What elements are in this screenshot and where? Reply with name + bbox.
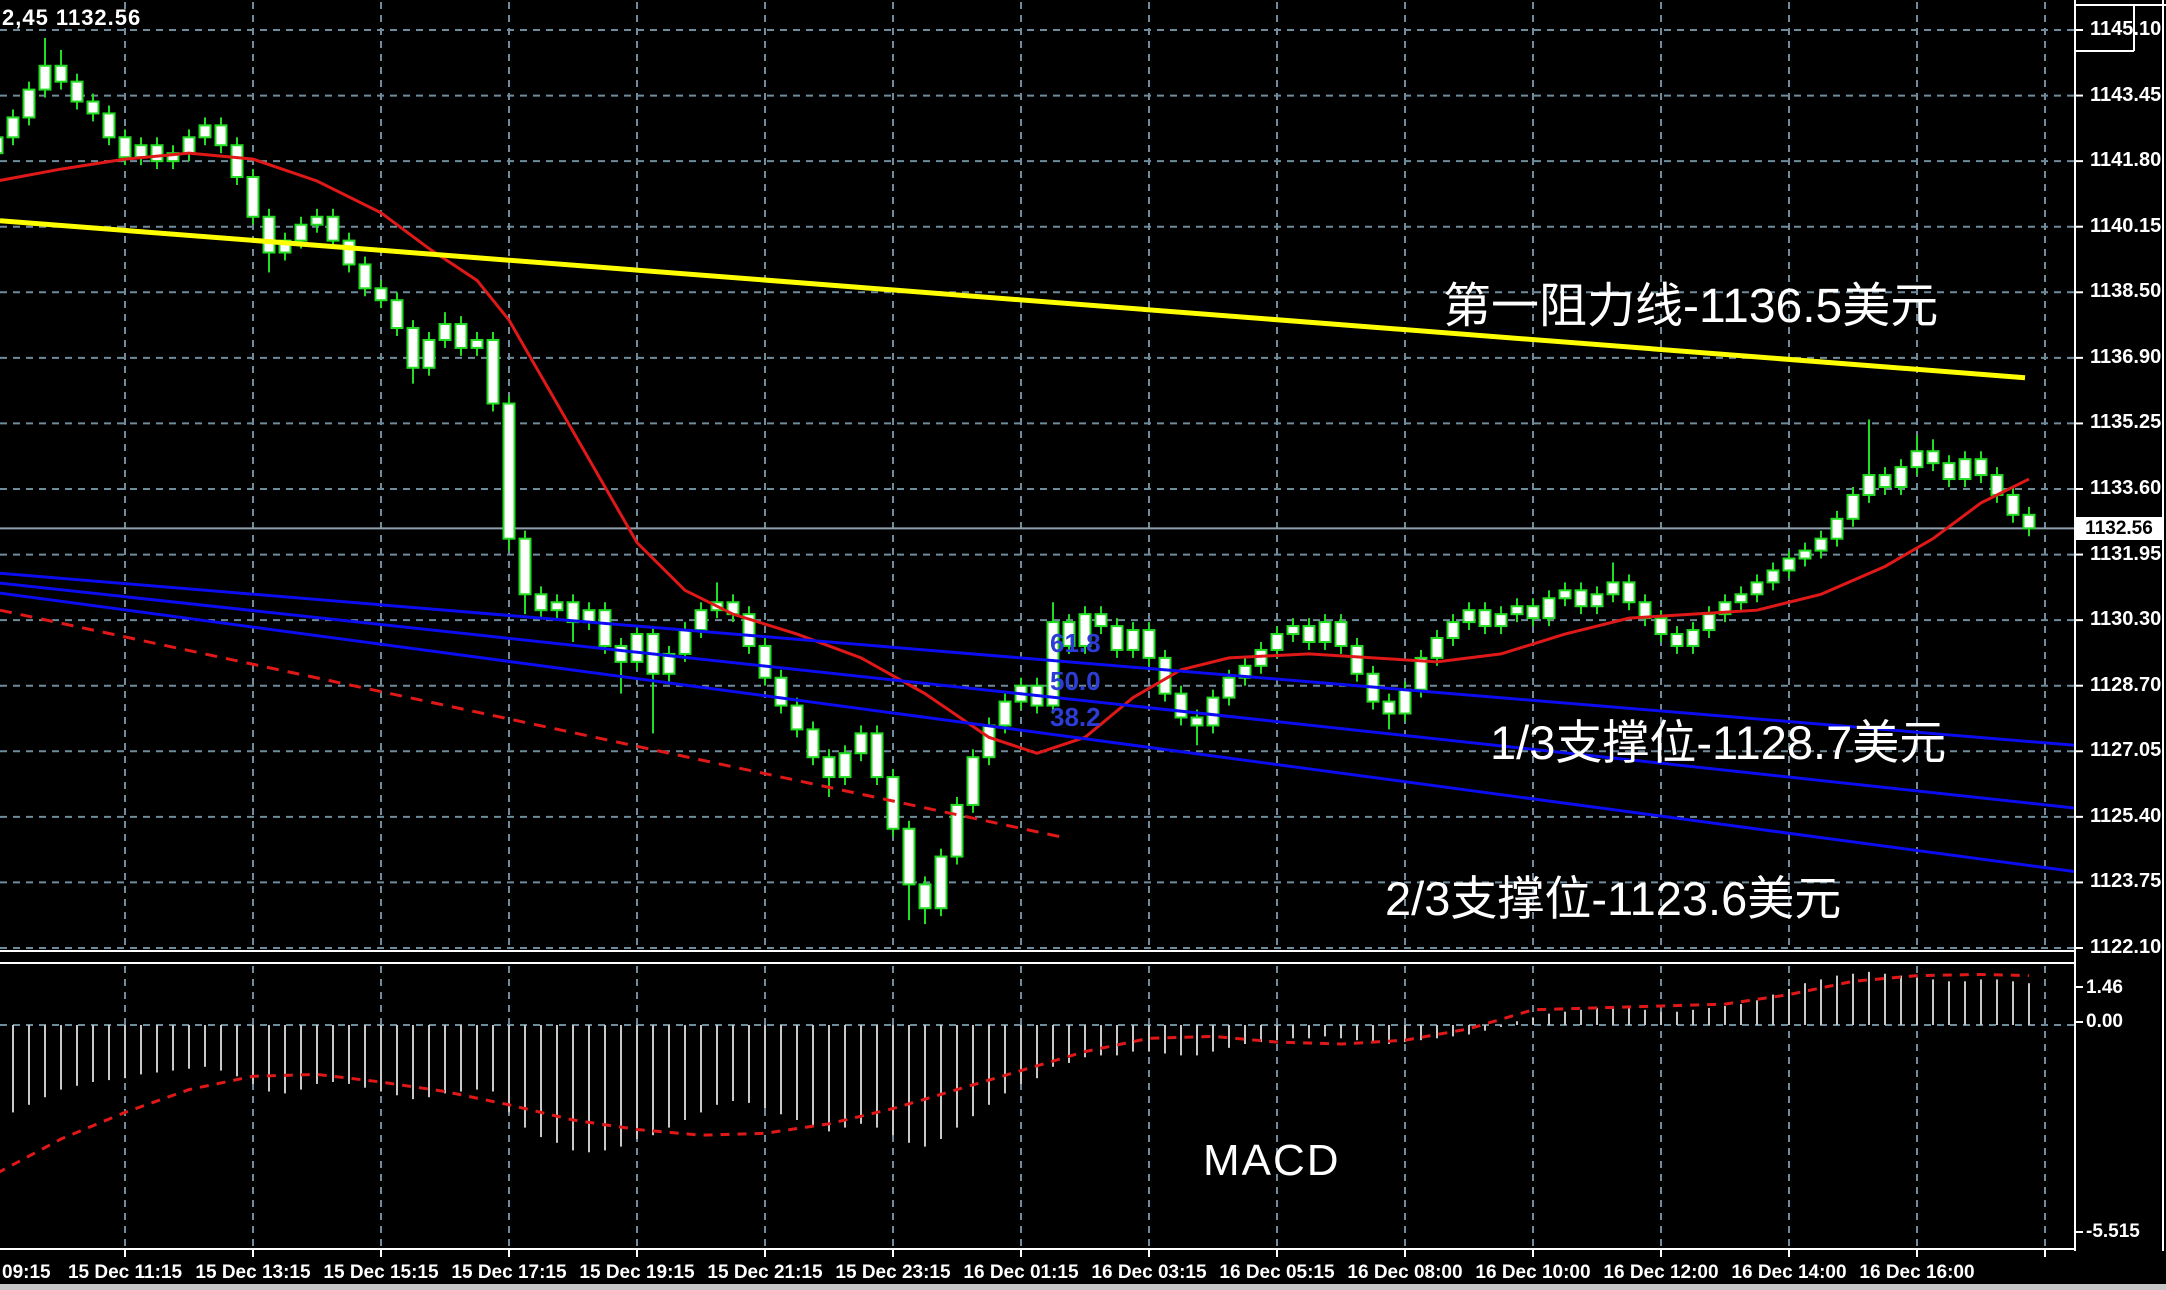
price-axis-label: 1130.30: [2090, 608, 2162, 631]
macd-indicator-label: MACD: [1203, 1136, 1341, 1185]
fib-level-label: 50.0: [1050, 666, 1101, 696]
macd-scale-min: -5.515: [2086, 1221, 2140, 1242]
time-axis-label: 15 Dec 21:15: [707, 1262, 823, 1283]
time-axis-label: 16 Dec 03:15: [1091, 1262, 1207, 1283]
price-axis-label: 1122.10: [2090, 935, 2162, 958]
gridlines: [0, 2, 2075, 1247]
time-axis-label: 16 Dec 05:15: [1219, 1262, 1335, 1283]
price-axis-label: 1128.70: [2090, 673, 2162, 696]
price-axis-label: 1138.50: [2090, 280, 2162, 303]
price-axis-label: 1133.60: [2090, 476, 2162, 499]
price-axis-label: 1127.05: [2090, 739, 2162, 762]
macd-histogram: [12, 971, 2030, 1153]
current-price-value: 1132.56: [2085, 517, 2153, 539]
resistance-annotation[interactable]: 第一阻力线-1136.5美元: [1443, 280, 1939, 333]
fib-level-label: 61.8: [1050, 628, 1101, 658]
time-axis-label: 15 Dec 23:15: [835, 1262, 951, 1283]
time-axis-label: 15 Dec 17:15: [451, 1262, 567, 1283]
time-axis-label: 15 Dec 11:15: [67, 1262, 183, 1283]
time-axis-label: 16 Dec 16:00: [1859, 1262, 1975, 1283]
time-axis-label: 16 Dec 10:00: [1475, 1262, 1591, 1283]
yellow-resistance-trendline: [0, 218, 2026, 381]
window-bottom-strip: [0, 1284, 2166, 1290]
price-axis-label: 1135.25: [2090, 411, 2162, 434]
price-axis-label: 1140.15: [2090, 214, 2162, 237]
price-axis-label: 1131.95: [2090, 542, 2162, 565]
price-axis-label: 1141.80: [2090, 149, 2162, 172]
macd-signal-line: [0, 972, 2030, 1174]
price-axis-label: 1123.75: [2090, 870, 2162, 893]
time-axis-label: 15 Dec 13:15: [195, 1262, 311, 1283]
time-axis-label: 16 Dec 08:00: [1347, 1262, 1463, 1283]
time-axis-label: 15 Dec 19:15: [579, 1262, 695, 1283]
time-axis-label: 16 Dec 14:00: [1731, 1262, 1847, 1283]
panel-borders: [0, 0, 2166, 1251]
price-axis-label: 1136.90: [2090, 345, 2162, 368]
candlestick-series: [0, 37, 2036, 925]
ohlc-info: 2,45 1132.56: [2, 5, 142, 30]
macd-scale-zero: 0.00: [2086, 1011, 2123, 1032]
fibonacci-channel-lines: [0, 571, 2076, 874]
support2-annotation[interactable]: 2/3支撑位-1123.6美元: [1385, 872, 1842, 925]
time-axis-label: 09:15: [2, 1262, 51, 1283]
red-dashed-trendline: [0, 608, 1061, 839]
price-axis-label: 1145.10: [2090, 18, 2162, 40]
support1-annotation[interactable]: 1/3支撑位-1128.7美元: [1490, 716, 1947, 769]
time-axis-label: 16 Dec 12:00: [1603, 1262, 1719, 1283]
current-price-tag: 1132.56: [2076, 517, 2162, 540]
time-axis-label: 15 Dec 15:15: [323, 1262, 439, 1283]
axis-ticks: [124, 29, 2083, 1257]
moving-average-line: [0, 151, 2030, 755]
price-axis-label: 1143.45: [2090, 83, 2162, 106]
price-axis-label: 1125.40: [2090, 804, 2162, 827]
fib-level-label: 38.2: [1050, 702, 1101, 732]
time-axis-label: 16 Dec 01:15: [963, 1262, 1079, 1283]
macd-scale-max: 1.46: [2086, 977, 2123, 998]
